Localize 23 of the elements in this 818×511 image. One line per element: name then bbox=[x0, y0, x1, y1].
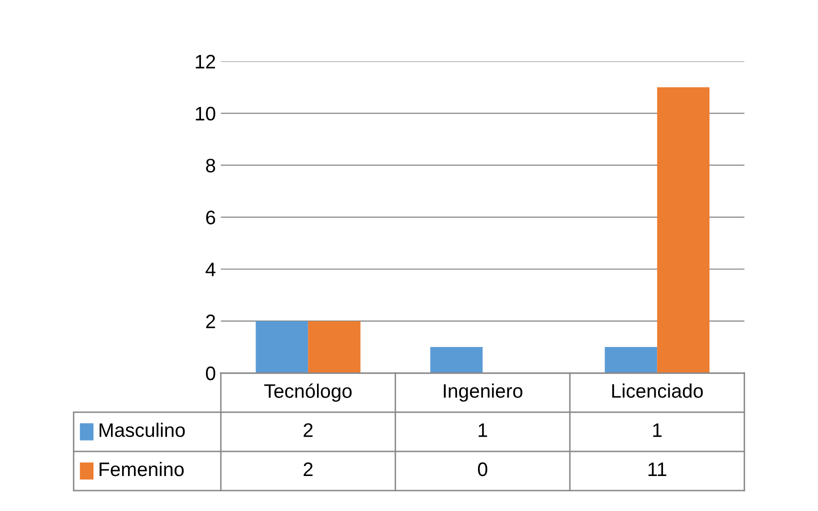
legend-label: Masculino bbox=[100, 422, 185, 438]
data-label: 1 bbox=[653, 423, 662, 437]
bar bbox=[256, 321, 308, 374]
x-tick-label: Licenciado bbox=[612, 384, 703, 398]
bar bbox=[657, 87, 710, 374]
data-label: 0 bbox=[478, 462, 488, 476]
data-label: 11 bbox=[648, 462, 666, 476]
x-tick-label: Tecnólogo bbox=[264, 383, 352, 402]
y-tick-label: 6 bbox=[206, 210, 216, 224]
bar bbox=[430, 347, 483, 374]
y-tick-label: 0 bbox=[206, 366, 216, 380]
x-tick-label: Ingeniero bbox=[444, 384, 522, 402]
y-tick-label: 4 bbox=[206, 262, 216, 276]
y-tick-label: 10 bbox=[196, 106, 216, 121]
data-label: 1 bbox=[478, 423, 488, 437]
bar bbox=[604, 347, 658, 374]
y-tick-label: 8 bbox=[206, 158, 216, 172]
data-label: 2 bbox=[304, 462, 313, 476]
y-tick-label: 2 bbox=[206, 314, 216, 328]
y-tick-label: 12 bbox=[196, 54, 216, 68]
data-label: 2 bbox=[304, 423, 313, 437]
legend-label: Femenino bbox=[100, 462, 184, 476]
bar bbox=[308, 321, 360, 374]
